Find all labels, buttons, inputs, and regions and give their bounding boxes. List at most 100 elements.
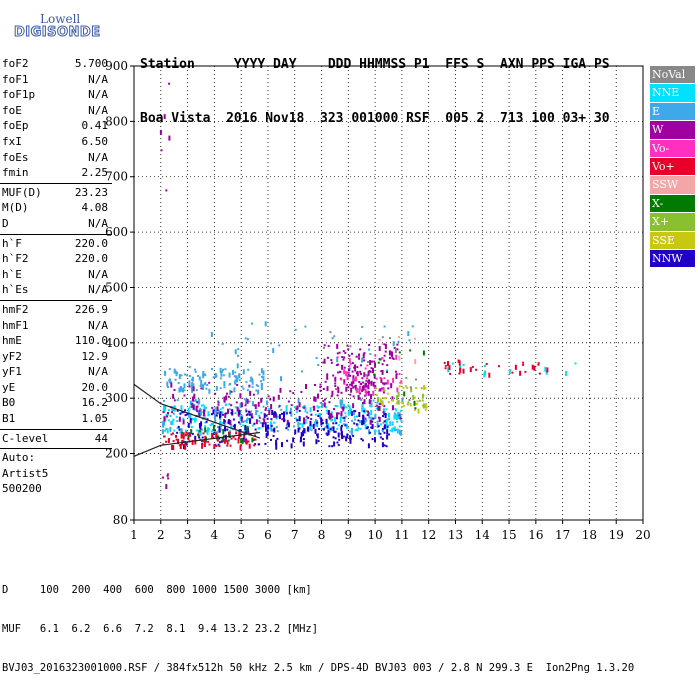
- echo-point: [355, 389, 358, 392]
- echo-point: [239, 423, 242, 426]
- echo-point: [346, 344, 349, 347]
- echo-point: [522, 361, 525, 364]
- echo-point: [163, 435, 166, 438]
- echo-point: [370, 405, 373, 408]
- echo-point: [295, 411, 298, 414]
- echo-point: [363, 410, 366, 413]
- echo-point: [212, 436, 215, 439]
- echo-point: [161, 429, 164, 435]
- echo-point: [192, 405, 195, 410]
- echo-point: [270, 426, 273, 432]
- echo-point: [293, 425, 295, 428]
- echo-point: [401, 397, 404, 400]
- echo-point: [172, 412, 175, 415]
- echo-point: [233, 375, 236, 378]
- echo-point: [278, 406, 281, 409]
- echo-point: [367, 384, 370, 390]
- echo-point: [369, 360, 372, 365]
- echo-point: [258, 420, 261, 423]
- echo-point: [265, 432, 268, 438]
- echo-point: [317, 364, 320, 366]
- echo-point: [176, 409, 179, 412]
- echo-point: [355, 355, 358, 358]
- echo-point: [363, 359, 366, 362]
- param-row: foF1 N/A: [0, 72, 112, 88]
- echo-point: [344, 415, 347, 418]
- echo-point: [256, 410, 259, 413]
- echo-point: [246, 398, 249, 404]
- echo-point: [369, 431, 371, 434]
- parameter-sidebar: foF2 5.700 foF1 N/A foF1p N/A foE N/A foEp 0.41 fx…: [0, 56, 112, 497]
- echo-point: [398, 414, 401, 417]
- echo-point: [184, 441, 187, 446]
- echo-point: [200, 387, 203, 390]
- echo-point: [342, 358, 345, 361]
- param-value: 4.08: [81, 201, 109, 215]
- echo-point: [227, 439, 230, 442]
- echo-point: [346, 433, 349, 439]
- echo-point: [364, 388, 367, 394]
- echo-point: [163, 405, 165, 411]
- echo-point: [267, 424, 269, 430]
- echo-point: [391, 427, 394, 433]
- legend-item: X-: [650, 194, 695, 213]
- echo-point: [226, 428, 229, 431]
- echo-point: [508, 369, 511, 374]
- echo-point: [236, 384, 239, 386]
- y-tick-label: 800: [105, 114, 128, 128]
- echo-point: [372, 417, 375, 420]
- echo-point: [362, 381, 365, 384]
- echo-point: [162, 476, 164, 479]
- echo-point: [270, 342, 272, 345]
- echo-point: [319, 413, 322, 415]
- x-tick-label: 19: [609, 528, 624, 542]
- echo-point: [220, 371, 223, 377]
- echo-point: [191, 402, 194, 408]
- echo-point: [214, 443, 217, 446]
- echo-point: [230, 412, 233, 414]
- echo-point: [233, 381, 236, 384]
- echo-point: [208, 443, 211, 446]
- echo-point: [383, 389, 386, 392]
- echo-point: [166, 413, 169, 416]
- echo-point: [345, 371, 348, 377]
- echo-point: [222, 374, 225, 377]
- x-tick-label: 7: [291, 528, 299, 542]
- autoscaling-info: 500200: [2, 482, 42, 496]
- echo-point: [167, 477, 170, 480]
- echo-point: [459, 365, 461, 370]
- echo-point: [359, 427, 362, 430]
- echo-point: [260, 411, 263, 414]
- echo-point: [352, 403, 355, 409]
- echo-point: [201, 383, 204, 386]
- echo-point: [262, 418, 265, 421]
- x-tick-label: 16: [528, 528, 543, 542]
- param-row: B0 16.2: [0, 395, 112, 411]
- y-tick-label: 400: [105, 336, 128, 350]
- echo-point: [485, 363, 488, 365]
- echo-point: [240, 438, 243, 444]
- echo-point: [379, 432, 382, 435]
- echo-point: [382, 397, 385, 400]
- echo-point: [411, 325, 414, 328]
- echo-point: [205, 387, 208, 390]
- echo-point: [169, 426, 172, 432]
- echo-point: [167, 419, 170, 422]
- echo-point: [319, 414, 322, 419]
- echo-point: [221, 411, 224, 414]
- echo-point: [357, 355, 360, 358]
- echo-point: [318, 406, 321, 409]
- echo-point: [383, 444, 386, 447]
- echo-point: [228, 372, 231, 378]
- echo-point: [346, 375, 349, 381]
- echo-point: [276, 437, 279, 440]
- echo-point: [345, 436, 348, 442]
- echo-point: [393, 412, 396, 415]
- echo-point: [196, 401, 199, 404]
- echo-point: [244, 399, 247, 405]
- echo-point: [339, 416, 342, 422]
- param-row: fmin 2.25: [0, 165, 112, 181]
- echo-point: [366, 364, 369, 367]
- echo-point: [319, 386, 322, 389]
- echo-point: [326, 434, 329, 436]
